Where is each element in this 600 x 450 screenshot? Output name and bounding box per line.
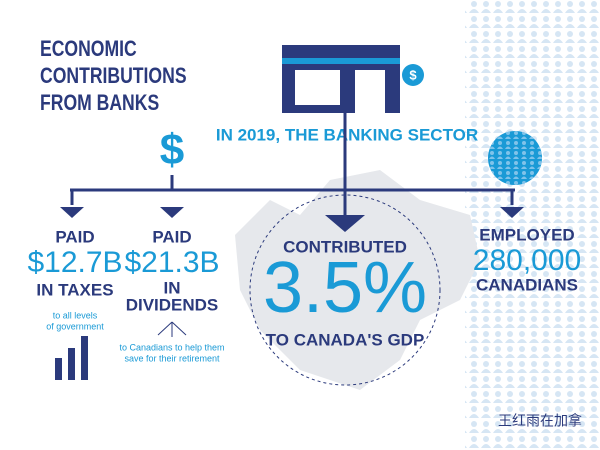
arrows: [60, 207, 524, 232]
title: ECONOMIC CONTRIBUTIONS FROM BANKS: [40, 37, 187, 115]
item-label: IN: [164, 278, 181, 297]
title-line: ECONOMIC: [40, 37, 137, 61]
figure: 3.5%: [263, 248, 427, 328]
people-pattern: [465, 0, 600, 450]
item-label: PAID: [55, 227, 94, 246]
item-note: to Canadians to help them: [119, 342, 224, 352]
item-label: IN TAXES: [36, 280, 113, 299]
figure: $12.7B: [27, 246, 122, 279]
icon-symbol: $: [409, 67, 417, 82]
item-note: to all levels: [53, 310, 98, 320]
header: IN 2019, THE BANKING SECTOR: [216, 125, 478, 144]
item-note: save for their retirement: [124, 353, 220, 363]
dashed-circle: [249, 194, 441, 386]
connectors: [70, 113, 515, 215]
title-line: FROM BANKS: [40, 91, 159, 115]
item-note: of government: [46, 321, 104, 331]
split-arrows: [157, 321, 187, 337]
item-label: TO CANADA'S GDP: [266, 330, 425, 349]
item-label: EMPLOYED: [479, 225, 574, 244]
globe-people: [488, 131, 542, 185]
item-label: CANADIANS: [476, 275, 578, 294]
bank-icon: [282, 45, 424, 113]
canada-map: [235, 170, 480, 390]
watermark: 王红雨在加拿: [498, 413, 582, 429]
dollar-icon: $: [160, 126, 184, 175]
item-label: PAID: [152, 227, 191, 246]
bar-icon: [55, 336, 88, 380]
figure: $21.3B: [124, 246, 219, 279]
title-line: CONTRIBUTIONS: [40, 64, 187, 88]
item-label: DIVIDENDS: [126, 295, 219, 314]
item-label: CONTRIBUTED: [283, 237, 407, 256]
figure: 280,000: [473, 244, 581, 277]
